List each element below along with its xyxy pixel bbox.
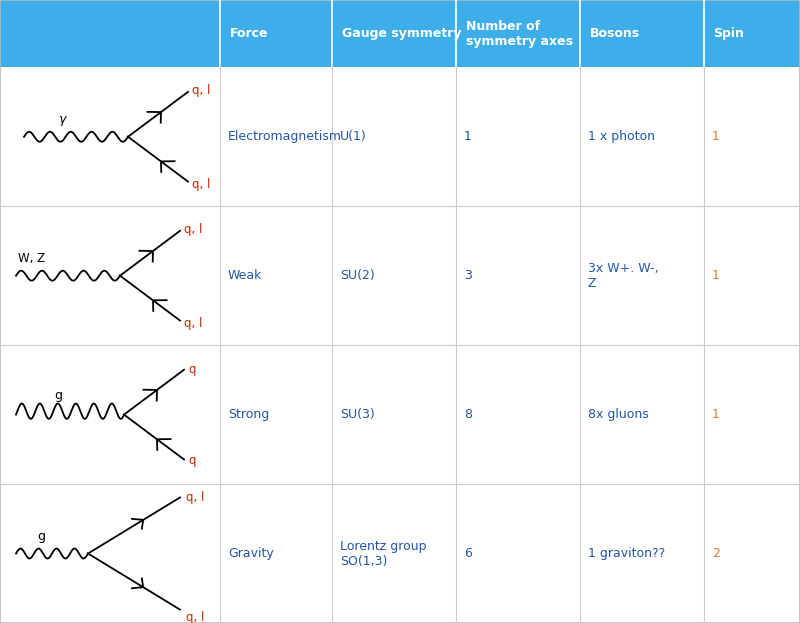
Text: g: g (38, 530, 46, 543)
Text: Gauge symmetry: Gauge symmetry (342, 27, 461, 40)
Text: 1: 1 (712, 269, 720, 282)
Bar (0, 484, 800, 623)
Text: g: g (54, 389, 62, 402)
Bar (580, 0, 704, 67)
Text: Gravity: Gravity (228, 547, 274, 560)
Bar (0, 0, 220, 67)
Text: q: q (188, 363, 195, 376)
Bar (704, 0, 800, 67)
Text: q, l: q, l (186, 490, 205, 503)
Text: 1: 1 (712, 130, 720, 143)
Bar (0, 206, 800, 345)
Text: $\gamma$: $\gamma$ (58, 114, 67, 128)
Bar (220, 0, 332, 67)
Text: Spin: Spin (714, 27, 745, 40)
Text: Strong: Strong (228, 408, 270, 421)
Text: 8x gluons: 8x gluons (588, 408, 649, 421)
Text: Weak: Weak (228, 269, 262, 282)
Bar (456, 0, 580, 67)
Text: 8: 8 (464, 408, 472, 421)
Text: 1 x photon: 1 x photon (588, 130, 655, 143)
Text: 2: 2 (712, 547, 720, 560)
Text: q, l: q, l (184, 316, 202, 330)
Text: W, Z: W, Z (18, 252, 45, 265)
Text: q, l: q, l (186, 611, 205, 623)
Text: 1 graviton??: 1 graviton?? (588, 547, 666, 560)
Text: SU(3): SU(3) (340, 408, 374, 421)
Text: q, l: q, l (192, 178, 210, 191)
Text: Electromagnetism: Electromagnetism (228, 130, 342, 143)
Text: U(1): U(1) (340, 130, 366, 143)
Text: Force: Force (230, 27, 268, 40)
Text: SU(2): SU(2) (340, 269, 374, 282)
Text: Lorentz group
SO(1,3): Lorentz group SO(1,3) (340, 540, 426, 568)
Text: 1: 1 (464, 130, 472, 143)
Bar (0, 67, 800, 206)
Bar (0, 345, 800, 484)
Text: Bosons: Bosons (590, 27, 640, 40)
Text: q, l: q, l (184, 223, 202, 236)
Text: Number of
symmetry axes: Number of symmetry axes (466, 20, 573, 47)
Text: q: q (188, 454, 195, 467)
Text: q, l: q, l (192, 84, 210, 97)
Text: 6: 6 (464, 547, 472, 560)
Text: 3: 3 (464, 269, 472, 282)
Text: 1: 1 (712, 408, 720, 421)
Text: 3x W+. W-,
Z: 3x W+. W-, Z (588, 262, 658, 290)
Bar (332, 0, 456, 67)
